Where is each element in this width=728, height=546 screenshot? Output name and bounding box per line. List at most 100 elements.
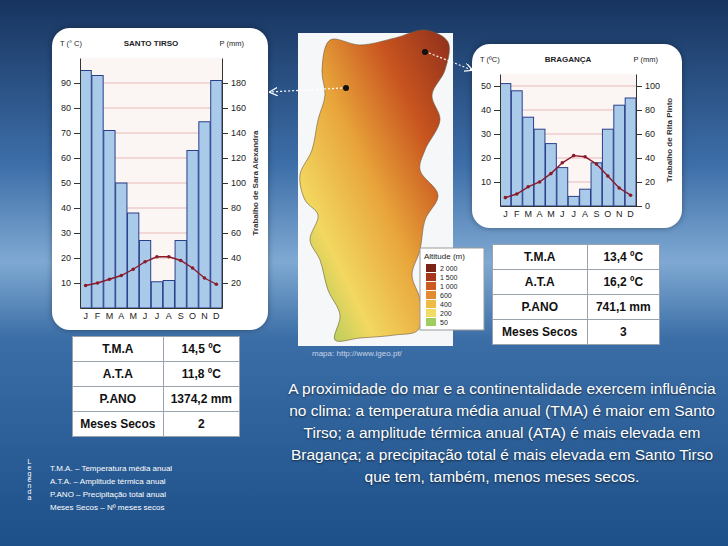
- tick-label: 80: [645, 105, 655, 115]
- map-source: mapa: http://www.igeo.pt/: [312, 349, 402, 358]
- map-layer: Altitude (m)2 0001 5001 00060040020050: [0, 0, 728, 546]
- table-cell: A.T.A: [493, 270, 588, 295]
- bar: [500, 84, 511, 206]
- table-cell: 11,8 ºC: [163, 362, 239, 387]
- tick-mark: [494, 134, 500, 135]
- legend-title: Altitude (m): [424, 252, 465, 261]
- tick-label: 80: [231, 203, 241, 213]
- tick: J: [155, 308, 160, 321]
- tick-label: M: [547, 209, 555, 219]
- table-row: T.M.A13,4 ºC: [493, 245, 660, 270]
- bar: [151, 282, 162, 308]
- bar: [591, 163, 602, 206]
- tick-label: 50: [481, 81, 491, 91]
- tick-label: F: [514, 209, 520, 219]
- point: [203, 276, 207, 280]
- point: [155, 255, 159, 259]
- legend-label: 50: [440, 319, 448, 326]
- tick: 20: [222, 278, 241, 288]
- tick-mark: [222, 133, 228, 134]
- bar: [534, 129, 545, 206]
- tick-label: 120: [231, 153, 246, 163]
- tick: 10: [481, 177, 500, 187]
- point: [572, 154, 576, 158]
- point: [549, 172, 553, 176]
- summary-table: T.M.A13,4 ºCA.T.A16,2 ºCP.ANO741,1 mmMes…: [492, 244, 660, 345]
- tick: 80: [636, 105, 655, 115]
- tick-label: A: [582, 209, 588, 219]
- tick-label: 20: [61, 253, 71, 263]
- tick: 180: [222, 78, 246, 88]
- tick-mark: [74, 258, 80, 259]
- marks: [500, 84, 636, 206]
- tick-label: A: [537, 209, 543, 219]
- point: [538, 180, 542, 184]
- tick: J: [143, 308, 148, 321]
- tick-label: 10: [481, 177, 491, 187]
- point: [131, 267, 135, 271]
- arrow: [270, 88, 342, 92]
- axis-line: [80, 59, 81, 309]
- table-cell: Meses Secos: [73, 412, 164, 437]
- tick-label: 180: [231, 78, 246, 88]
- grid-line: [500, 86, 636, 87]
- plot-area: [80, 58, 222, 308]
- tick: M: [129, 308, 137, 321]
- tick: 70: [61, 128, 80, 138]
- point: [215, 282, 219, 286]
- tick: N: [201, 308, 208, 321]
- tick: A: [582, 206, 588, 219]
- tick: 80: [222, 203, 241, 213]
- tick-mark: [74, 283, 80, 284]
- tick-mark: [636, 158, 642, 159]
- bar: [511, 91, 522, 206]
- legend-swatch: [426, 282, 436, 290]
- tick-label: F: [95, 311, 101, 321]
- tick-label: J: [83, 311, 88, 321]
- tick: J: [560, 206, 565, 219]
- tick-label: 50: [61, 178, 71, 188]
- bar: [546, 144, 557, 206]
- legend-swatch: [426, 300, 436, 308]
- table-cell: P.ANO: [493, 295, 588, 320]
- tick: F: [514, 206, 520, 219]
- point: [629, 193, 633, 197]
- tick-label: N: [616, 209, 623, 219]
- tick: 20: [636, 177, 655, 187]
- bar: [116, 183, 127, 308]
- tick: 50: [481, 81, 500, 91]
- location-dot: [343, 85, 349, 91]
- table-row: P.ANO741,1 mm: [493, 295, 660, 320]
- tick: 90: [61, 78, 80, 88]
- tick-label: 40: [61, 203, 71, 213]
- point: [84, 284, 88, 288]
- table-cell: A.T.A: [73, 362, 164, 387]
- legend-swatch: [426, 273, 436, 281]
- bar: [568, 196, 579, 206]
- legend-label: 2 000: [440, 265, 458, 272]
- tick: 100: [636, 81, 660, 91]
- tick: 0: [636, 201, 650, 211]
- tick: 100: [222, 178, 246, 188]
- tick-mark: [636, 110, 642, 111]
- tick: J: [83, 308, 88, 321]
- chart-title: BRAGANÇA: [545, 55, 592, 64]
- marks: [80, 71, 222, 309]
- axis: 102030405060708090: [61, 59, 81, 309]
- tick: 40: [636, 153, 655, 163]
- glossary-item: T.M.A. – Temperatura média anual: [50, 462, 172, 475]
- summary-table: T.M.A14,5 ºCA.T.A11,8 ºCP.ANO1374,2 mmMe…: [72, 336, 240, 437]
- table-cell: Meses Secos: [493, 320, 588, 345]
- caption: A proximidade do mar e a continentalidad…: [284, 378, 720, 488]
- axis-title: T (° C): [60, 39, 83, 48]
- legend-swatch: [426, 291, 436, 299]
- bar: [211, 81, 222, 309]
- point: [96, 281, 100, 285]
- axis-title: P (mm): [634, 55, 659, 64]
- legend-swatch: [426, 318, 436, 326]
- plot-area: [500, 74, 636, 206]
- tick-label: 90: [61, 78, 71, 88]
- table-row: A.T.A16,2 ºC: [493, 270, 660, 295]
- tick: 80: [61, 103, 80, 113]
- glossary-item: Meses Secos – Nº meses secos: [50, 501, 172, 514]
